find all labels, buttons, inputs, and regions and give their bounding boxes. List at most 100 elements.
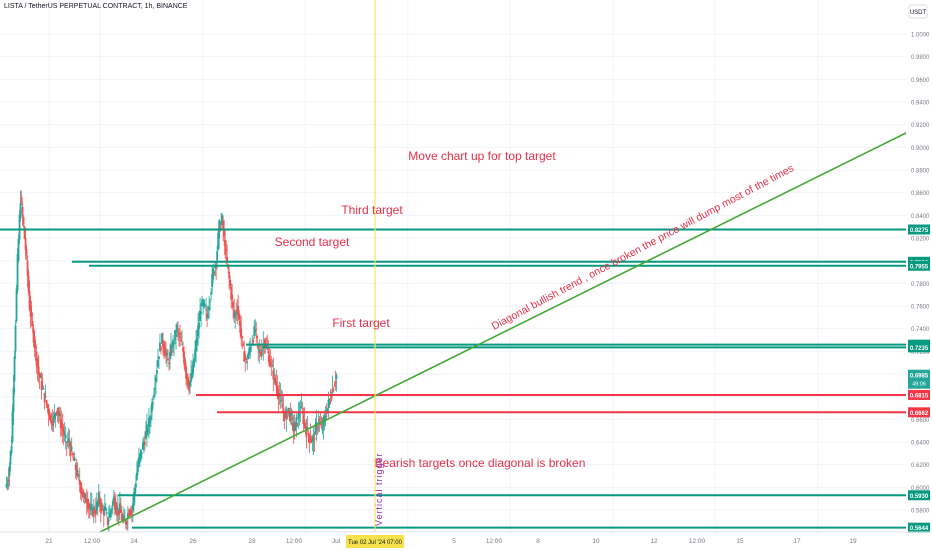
candle-body xyxy=(132,492,135,503)
level-price-tag-label: 0.5644 xyxy=(910,526,929,532)
current-price-tag[interactable] xyxy=(908,369,930,389)
candle-body xyxy=(332,389,335,391)
candle-body xyxy=(89,504,92,510)
price-tick-label: 0.8200 xyxy=(911,237,930,243)
annotation-second-target[interactable]: Second target xyxy=(275,235,350,249)
trendline[interactable] xyxy=(99,131,909,533)
candle-body xyxy=(32,328,35,343)
price-tick-label: 0.6200 xyxy=(911,463,930,469)
candle-body xyxy=(96,501,99,507)
candle-body xyxy=(158,356,160,359)
candle-body xyxy=(291,417,294,420)
candle-body xyxy=(177,328,179,330)
level-price-tag[interactable] xyxy=(908,260,930,271)
candle-body xyxy=(288,408,291,410)
annotations[interactable]: Move chart up for top target Third targe… xyxy=(275,149,796,526)
level-price-tag[interactable] xyxy=(908,224,930,235)
candle-body xyxy=(34,343,37,349)
candle-body xyxy=(181,343,183,345)
candle-body xyxy=(17,238,20,261)
candle-body xyxy=(316,426,319,428)
candle-body xyxy=(100,506,103,508)
annotation-third-target[interactable]: Third target xyxy=(341,203,403,217)
candle-body xyxy=(269,358,272,366)
candle-body xyxy=(131,502,134,510)
annotation-vertical-trigger[interactable]: Vertical trigger xyxy=(374,452,384,526)
candle-body xyxy=(103,506,106,510)
candle-body xyxy=(232,302,235,308)
candle-body xyxy=(266,347,269,350)
candle-body xyxy=(35,351,38,366)
candle-body xyxy=(252,340,255,343)
candle-body xyxy=(59,419,62,429)
candle-body xyxy=(146,424,148,435)
candle-body xyxy=(62,430,65,436)
annotation-move-chart[interactable]: Move chart up for top target xyxy=(408,149,556,163)
candle-body xyxy=(95,502,98,510)
level-price-tag[interactable] xyxy=(908,389,930,400)
currency-box[interactable] xyxy=(908,4,928,19)
candle-body xyxy=(207,315,210,318)
candle-body xyxy=(63,434,66,436)
level-price-tag[interactable] xyxy=(908,490,930,501)
price-tick-label: 0.9400 xyxy=(911,101,930,107)
candle-body xyxy=(243,351,246,362)
candle-body xyxy=(258,348,261,352)
candle-body xyxy=(191,373,193,378)
candle-body xyxy=(199,310,201,322)
time-tick-label: 12:00 xyxy=(689,538,706,545)
candle-body xyxy=(48,411,51,421)
candle-body xyxy=(284,415,287,417)
candle-body xyxy=(33,336,36,348)
price-tick-label: 0.8600 xyxy=(911,191,930,197)
annotation-first-target[interactable]: First target xyxy=(332,316,390,330)
candle-body xyxy=(150,416,152,420)
candle-body xyxy=(239,321,242,334)
level-price-tag[interactable] xyxy=(908,407,930,418)
level-price-tag-label: 0.6815 xyxy=(910,393,929,399)
candle-body xyxy=(58,413,61,416)
candle-body xyxy=(36,358,39,368)
candle-body xyxy=(64,435,67,439)
level-price-tag[interactable] xyxy=(908,342,930,353)
trendline-segment[interactable] xyxy=(99,131,909,533)
crosshair-date-tag[interactable] xyxy=(346,535,404,548)
candle-body xyxy=(129,510,132,516)
candle-body xyxy=(167,358,169,361)
candle-body xyxy=(130,510,133,512)
candle-body xyxy=(38,374,41,379)
time-tick-label: 28 xyxy=(248,538,256,545)
time-tick-label: 8 xyxy=(536,538,540,545)
candle-body xyxy=(56,408,59,415)
candle-body xyxy=(313,438,316,440)
candle-body xyxy=(193,359,195,367)
candle-body xyxy=(164,347,166,357)
time-tick-label: Jul xyxy=(332,538,341,545)
candle-body xyxy=(223,230,226,237)
level-lines[interactable] xyxy=(0,228,906,529)
candle-body xyxy=(242,343,245,345)
candle-body xyxy=(19,202,22,219)
candle-body xyxy=(250,347,253,349)
candle-body xyxy=(235,312,238,314)
candle-body xyxy=(26,260,29,276)
level-price-tag[interactable] xyxy=(908,522,930,533)
candle-body xyxy=(119,510,122,513)
candle-body xyxy=(55,411,58,414)
time-tick-label: 17 xyxy=(793,538,801,545)
candle-body xyxy=(114,502,117,513)
candle-body xyxy=(198,322,200,329)
price-axis[interactable]: USDT 1.0000 0.9800 0.9600 0.9400 0.9200 0.9000… xyxy=(906,0,932,550)
candle-body xyxy=(302,415,305,425)
candle-body xyxy=(307,432,310,435)
candle-body xyxy=(23,226,26,239)
candle-body xyxy=(22,216,25,225)
annotation-bearish[interactable]: Bearish targets once diagonal is broken xyxy=(375,456,586,470)
candle-body xyxy=(6,483,9,485)
candle-body xyxy=(171,351,173,353)
annotation-diagonal[interactable]: Diagonal bullish trend , once broken the… xyxy=(490,162,796,332)
candle-body xyxy=(90,503,93,510)
time-axis[interactable]: 21 12:00 24 26 28 12:00 Jul 5 12:00 8 10 12 12:00 15 1… xyxy=(0,531,932,548)
candle-body xyxy=(141,452,143,454)
